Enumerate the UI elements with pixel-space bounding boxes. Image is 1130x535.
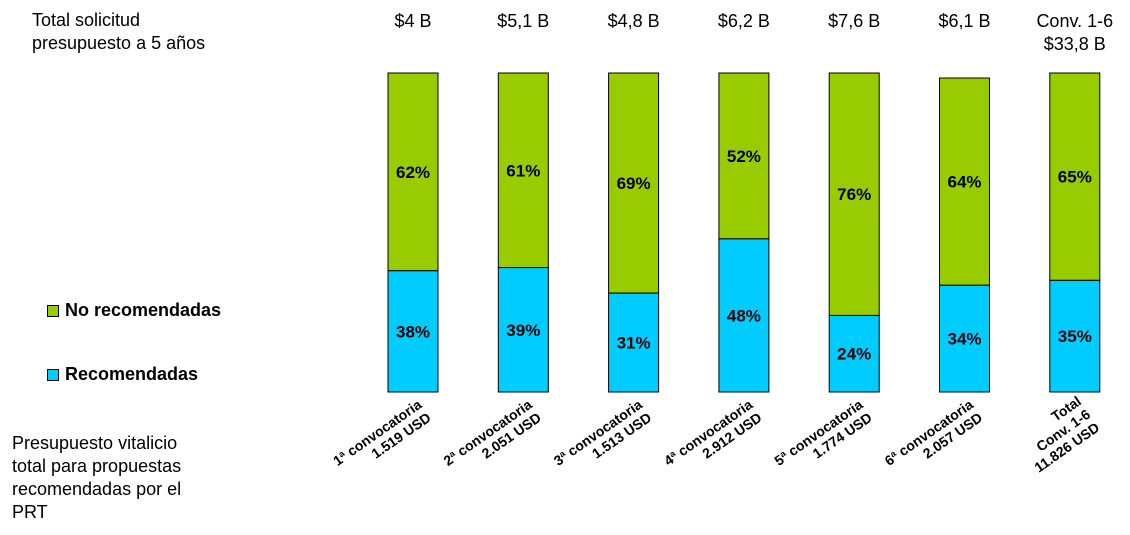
- bar-segment-no-recomendadas: [497, 72, 549, 269]
- bar-segment-recomendadas: [387, 270, 439, 393]
- top-budget-label: Conv. 1-6: [1036, 11, 1113, 31]
- data-label-recomendadas: 35%: [1058, 327, 1092, 346]
- top-left-label: Total solicitud presupuesto a 5 años: [32, 9, 205, 55]
- bar-segment-recomendadas: [497, 267, 549, 393]
- top-budget-label: $7,6 B: [828, 11, 880, 31]
- bar-segment-no-recomendadas: [387, 72, 439, 272]
- legend-swatch-no-recomendadas: [47, 304, 59, 317]
- data-label-no-recomendadas: 76%: [837, 185, 871, 204]
- bar-segment-recomendadas: [1049, 279, 1101, 393]
- legend-swatch-recomendadas: [47, 368, 59, 381]
- bar-segment-recomendadas: [608, 292, 660, 393]
- legend-item-recomendadas: Recomendadas: [47, 364, 198, 385]
- bar-segment-no-recomendadas: [718, 72, 770, 240]
- top-budget-label: $33,8 B: [1044, 34, 1106, 54]
- bar-segment-recomendadas: [939, 284, 990, 393]
- top-left-label-line: Total solicitud: [32, 10, 141, 30]
- data-label-no-recomendadas: 64%: [947, 173, 981, 192]
- top-budget-label: $5,1 B: [497, 11, 549, 31]
- bar-segment-no-recomendadas: [608, 72, 660, 294]
- top-budget-label: $4,8 B: [608, 11, 660, 31]
- bar-segment-no-recomendadas: [1049, 72, 1101, 281]
- bottom-left-label-line: recomendadas por el: [12, 479, 182, 499]
- data-label-no-recomendadas: 61%: [506, 161, 540, 180]
- legend-label-recomendadas: Recomendadas: [65, 364, 199, 384]
- top-left-label-line: presupuesto a 5 años: [32, 33, 206, 53]
- top-budget-label: $6,1 B: [938, 11, 990, 31]
- top-budget-label: $6,2 B: [718, 11, 770, 31]
- data-label-no-recomendadas: 62%: [396, 163, 430, 182]
- data-label-recomendadas: 31%: [617, 334, 651, 353]
- data-label-recomendadas: 24%: [837, 345, 871, 364]
- bar-segment-no-recomendadas: [828, 72, 880, 316]
- bottom-left-label: Presupuesto vitalicio total para propues…: [12, 432, 181, 524]
- data-label-recomendadas: 34%: [947, 330, 981, 349]
- bottom-left-label-line: total para propuestas: [12, 456, 182, 476]
- legend-item-no-recomendadas: No recomendadas: [47, 300, 221, 321]
- bottom-left-label-line: PRT: [12, 502, 48, 522]
- bar-segment-no-recomendadas: [939, 77, 990, 286]
- data-label-recomendadas: 38%: [396, 322, 430, 341]
- legend-label-no-recomendadas: No recomendadas: [65, 300, 222, 320]
- data-label-recomendadas: 48%: [727, 306, 761, 325]
- data-label-recomendadas: 39%: [506, 321, 540, 340]
- data-label-no-recomendadas: 65%: [1058, 168, 1092, 187]
- bar-segment-recomendadas: [828, 314, 880, 393]
- bar-segment-recomendadas: [718, 238, 770, 393]
- data-label-no-recomendadas: 52%: [727, 147, 761, 166]
- top-budget-label: $4 B: [394, 11, 431, 31]
- bottom-left-label-line: Presupuesto vitalicio: [12, 433, 178, 453]
- data-label-no-recomendadas: 69%: [617, 174, 651, 193]
